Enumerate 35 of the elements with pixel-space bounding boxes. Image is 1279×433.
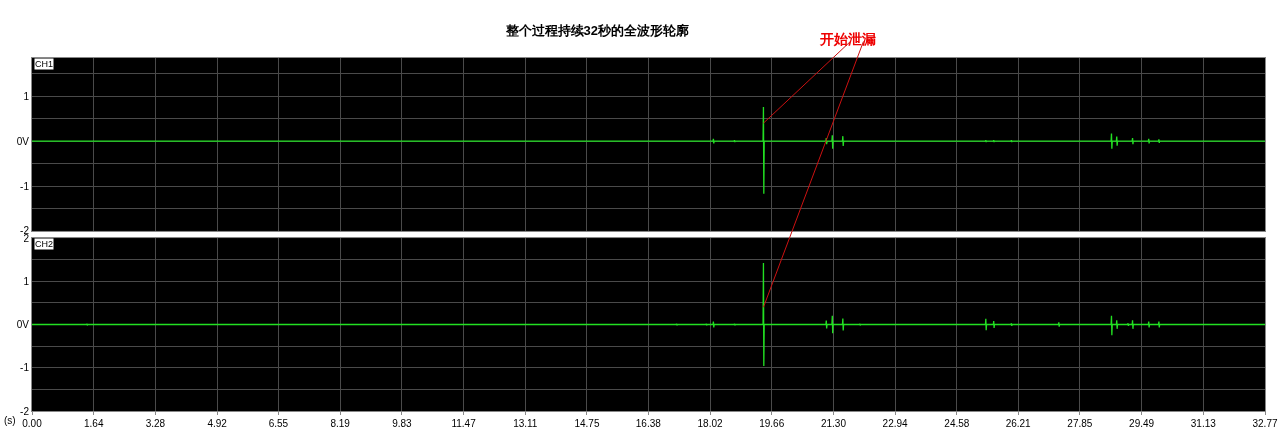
x-tick-label: 29.49	[1129, 418, 1155, 429]
annotation: CH1	[35, 59, 54, 69]
x-tick-label: 19.66	[759, 418, 785, 429]
y-tick-label: -1	[20, 362, 30, 374]
y-tick-label: 1	[23, 90, 30, 102]
x-tick-label: 3.28	[145, 418, 166, 429]
x-tick-label: 27.85	[1067, 418, 1093, 429]
x-tick-label: 11.47	[451, 418, 477, 429]
x-tick-label: 31.13	[1190, 418, 1217, 429]
x-tick-label: 22.94	[882, 418, 909, 429]
x-tick-label: 21.30	[820, 418, 847, 429]
x-tick-label: 26.21	[1005, 418, 1032, 429]
x-tick-label: 24.58	[944, 418, 970, 429]
y-tick-label: 1	[23, 275, 30, 287]
x-tick-label: 32.77	[1252, 418, 1278, 429]
x-tick-label: 14.75	[574, 418, 600, 429]
x-tick-label: 8.19	[330, 418, 351, 429]
x-tick-label: 1.64	[83, 418, 104, 429]
x-tick-label: 4.92	[207, 418, 228, 429]
y-tick-label: -2	[20, 405, 30, 417]
x-tick-label: 13.11	[513, 418, 538, 429]
x-tick-label: 0.00	[22, 418, 43, 429]
x-tick-label: 16.38	[635, 418, 662, 429]
x-tick-label: 18.02	[697, 418, 723, 429]
line-series	[32, 106, 1265, 195]
line-series	[32, 262, 1265, 367]
x-axis-title: (s)	[4, 415, 16, 426]
y-tick-label: 0V	[16, 319, 30, 331]
x-tick-label: 6.55	[268, 418, 289, 429]
y-tick-label: -1	[20, 180, 30, 192]
annotation: CH2	[35, 239, 54, 249]
chart-title: 整个过程持续32秒的全波形轮廓	[504, 22, 690, 38]
x-tick-label: 9.83	[392, 418, 413, 429]
y-tick-label: 0V	[16, 135, 30, 147]
annotation: 开始泄漏	[819, 32, 876, 47]
